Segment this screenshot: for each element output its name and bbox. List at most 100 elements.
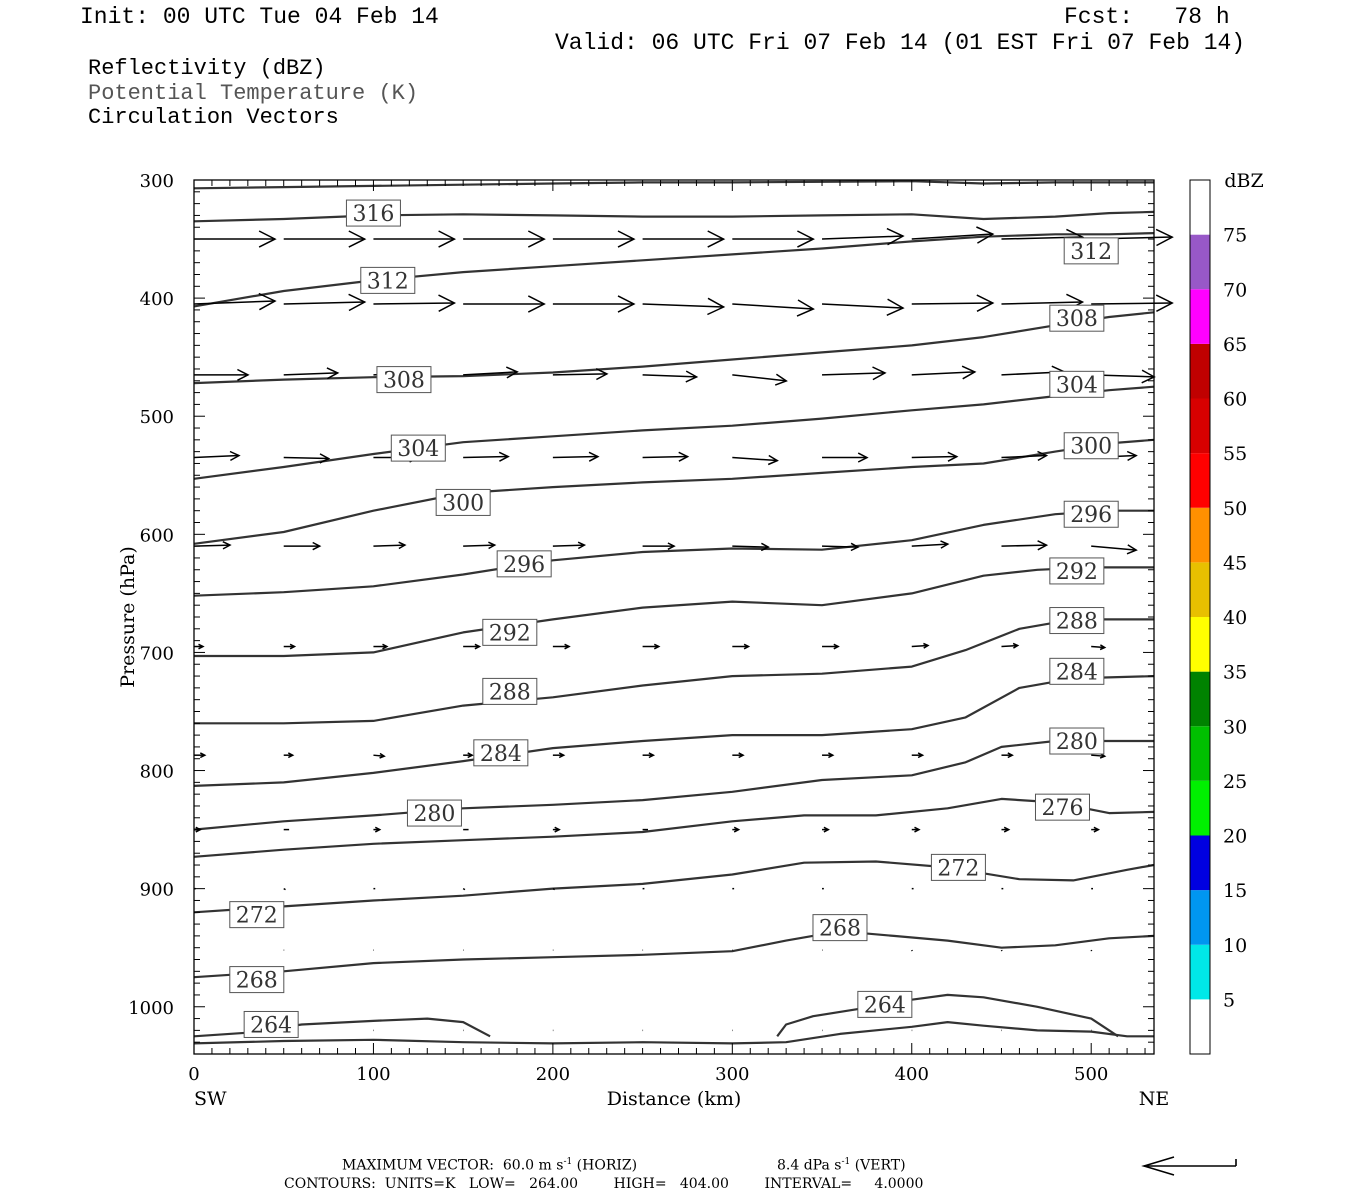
vector-arrowhead (667, 542, 676, 550)
vector-arrowhead (326, 367, 340, 380)
contour-label: 264 (857, 990, 913, 1018)
circulation-vector (283, 372, 338, 376)
contour-label: 300 (435, 488, 491, 516)
circulation-vectors (193, 226, 1174, 1032)
valid-time: Valid: 06 UTC Fri 07 Feb 14 (01 EST Fri … (555, 30, 1246, 56)
vector-arrowhead (1155, 294, 1174, 312)
contour-label: 288 (482, 677, 538, 705)
sw-endpoint-label: SW (194, 1088, 227, 1110)
vert-exponent: -1 (841, 1157, 851, 1167)
colorbar-tick-label: 75 (1223, 225, 1247, 247)
circulation-vector (1091, 645, 1105, 649)
contour-label-text: 284 (480, 742, 522, 767)
vector-arrowhead (488, 541, 497, 550)
y-tick-label: 500 (140, 407, 174, 428)
contour-label: 292 (1049, 557, 1105, 585)
circulation-vector (822, 545, 859, 548)
vector-arrowhead (195, 826, 202, 833)
contour-label-text: 300 (1070, 435, 1112, 460)
circulation-vector (462, 887, 466, 891)
contour-label-text: 312 (1070, 240, 1112, 265)
vector-arrowhead (1037, 450, 1049, 462)
vector-arrowhead (743, 643, 751, 650)
x-axis-label: Distance (km) (607, 1088, 742, 1110)
colorbar-tick-label: 5 (1223, 989, 1235, 1011)
max-vector-vert-unit: (VERT) (854, 1157, 906, 1174)
vector-arrowhead (823, 826, 830, 833)
vector-arrowhead (857, 452, 869, 463)
vector-arrowhead (685, 370, 699, 383)
contour-label-text: 276 (1041, 796, 1083, 821)
vector-arrowhead (527, 295, 546, 313)
contour-label-text: 272 (236, 904, 278, 929)
contour-label-box (229, 966, 285, 994)
vector-arrowhead (976, 226, 995, 244)
contour-label-text: 304 (397, 437, 439, 462)
vector-arrowhead (1003, 826, 1011, 833)
isentrope-line (193, 438, 1155, 545)
colorbar-tick-label: 70 (1223, 279, 1247, 301)
vector-arrowhead (914, 826, 921, 833)
vector-arrowhead (886, 298, 905, 316)
x-tick-label: 100 (356, 1064, 390, 1085)
colorbar-tick-label: 45 (1223, 552, 1247, 574)
y-tick-label: 700 (140, 643, 174, 664)
vector-arrowhead (1155, 228, 1174, 247)
contour-label-box (345, 199, 401, 227)
contour-label-box (1049, 557, 1105, 585)
colorbar-bin (1190, 999, 1210, 1054)
x-tick-label: 0 (188, 1064, 199, 1085)
contour-label: 296 (1063, 500, 1119, 528)
contour-label-text: 292 (489, 621, 531, 646)
contour-label-box (1034, 793, 1090, 821)
contour-label-box (1049, 370, 1105, 398)
colorbar-bin (1190, 671, 1210, 727)
colorbar-title: dBZ (1224, 170, 1263, 192)
vector-arrowhead (438, 294, 457, 312)
vector-arrowhead (382, 643, 389, 650)
vector-arrowhead (527, 230, 546, 248)
colorbar-bin (1190, 398, 1210, 454)
colorbar-bin (1190, 835, 1210, 891)
circulation-vector (732, 303, 814, 310)
vector-arrowhead (886, 227, 905, 246)
circulation-vector (1001, 544, 1047, 547)
contour-labels: 316 312 312 308 308 304 304 300 300 296 296 292 292 2… (229, 199, 1119, 1038)
circulation-vector (911, 233, 993, 240)
x-tick-label: 400 (895, 1064, 929, 1085)
circulation-vector (642, 455, 688, 459)
colorbar-bin (1190, 507, 1210, 563)
contour-label-box (1049, 607, 1105, 635)
circulation-vector (463, 455, 509, 459)
circulation-vector (911, 371, 975, 376)
vector-arrowhead (198, 643, 205, 650)
vector-arrowhead (558, 752, 566, 759)
forecast-hour: Fcst: 78 h (1064, 4, 1230, 30)
vector-arrowhead (505, 366, 519, 379)
vector-arrowhead (796, 299, 815, 317)
circulation-vector (1091, 754, 1105, 757)
colorbar: 5 10 15 20 25 30 35 40 45 50 55 60 65 70 75 (1189, 179, 1247, 1055)
circulation-vector (193, 300, 276, 305)
contours-info: CONTOURS: UNITS=K LOW= 264.00 HIGH= 404.… (284, 1176, 924, 1192)
colorbar-tick-label: 60 (1223, 389, 1247, 411)
isentrope-line (193, 232, 1155, 308)
vector-arrowhead (850, 542, 860, 552)
contour-label: 280 (1049, 727, 1105, 755)
max-vector-line: MAXIMUM VECTOR: 60.0 m s-1 (HORIZ) (342, 1157, 637, 1174)
contour-label: 284 (473, 739, 529, 767)
contour-label-box (930, 853, 986, 881)
contour-label-box (243, 1010, 299, 1038)
vector-arrowhead (374, 826, 382, 833)
max-vector-vert: 8.4 dPa s (777, 1157, 842, 1174)
contour-label-box (1049, 304, 1105, 332)
vector-arrowhead (976, 294, 995, 312)
circulation-vector (552, 373, 607, 376)
vector-arrowhead (498, 451, 510, 462)
contour-label-text: 288 (1056, 610, 1098, 635)
contour-label-text: 288 (489, 680, 531, 705)
reference-vector-arrow (1141, 1156, 1237, 1176)
isentrope-line (193, 1021, 1154, 1045)
vector-arrowhead (554, 826, 561, 833)
vector-arrowhead (1126, 450, 1138, 462)
